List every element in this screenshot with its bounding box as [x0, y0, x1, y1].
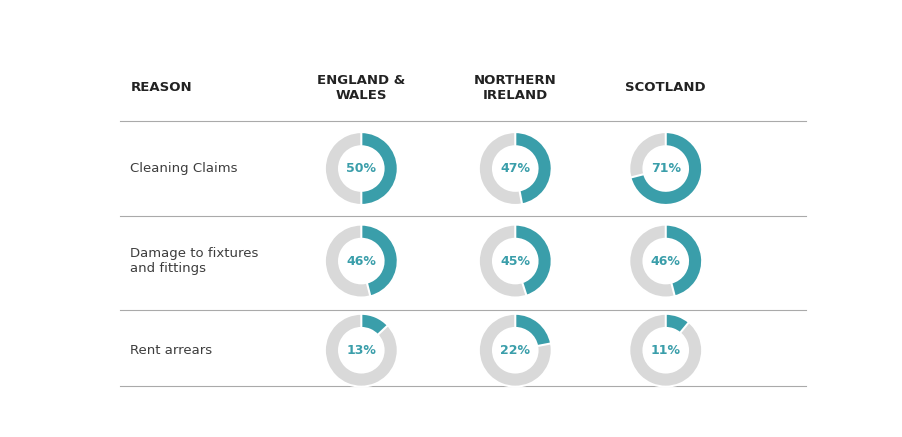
- Text: 46%: 46%: [650, 255, 680, 267]
- Text: 22%: 22%: [500, 344, 529, 357]
- Wedge shape: [478, 132, 551, 205]
- Wedge shape: [515, 132, 551, 205]
- Wedge shape: [629, 132, 702, 205]
- Text: NORTHERN
IRELAND: NORTHERN IRELAND: [474, 74, 556, 102]
- Wedge shape: [515, 314, 550, 346]
- Wedge shape: [629, 225, 702, 298]
- Wedge shape: [325, 314, 398, 387]
- Text: ENGLAND &
WALES: ENGLAND & WALES: [317, 74, 405, 102]
- Wedge shape: [361, 225, 397, 296]
- Wedge shape: [361, 132, 398, 205]
- Text: 47%: 47%: [500, 162, 529, 175]
- Text: Damage to fixtures
and fittings: Damage to fixtures and fittings: [130, 247, 259, 275]
- Wedge shape: [478, 314, 551, 387]
- Text: 71%: 71%: [650, 162, 680, 175]
- Text: Rent arrears: Rent arrears: [130, 344, 212, 357]
- Wedge shape: [630, 132, 702, 205]
- Text: 46%: 46%: [346, 255, 376, 267]
- Text: 50%: 50%: [346, 162, 376, 175]
- Wedge shape: [665, 314, 688, 333]
- Text: 11%: 11%: [650, 344, 680, 357]
- Wedge shape: [325, 225, 398, 298]
- Wedge shape: [361, 314, 388, 335]
- Text: REASON: REASON: [130, 81, 192, 94]
- Text: 45%: 45%: [500, 255, 529, 267]
- Wedge shape: [515, 225, 551, 296]
- Wedge shape: [629, 314, 702, 387]
- Wedge shape: [665, 225, 702, 296]
- Text: 13%: 13%: [346, 344, 376, 357]
- Text: Cleaning Claims: Cleaning Claims: [130, 162, 237, 175]
- Text: SCOTLAND: SCOTLAND: [625, 81, 705, 94]
- Wedge shape: [478, 225, 551, 298]
- Wedge shape: [325, 132, 398, 205]
